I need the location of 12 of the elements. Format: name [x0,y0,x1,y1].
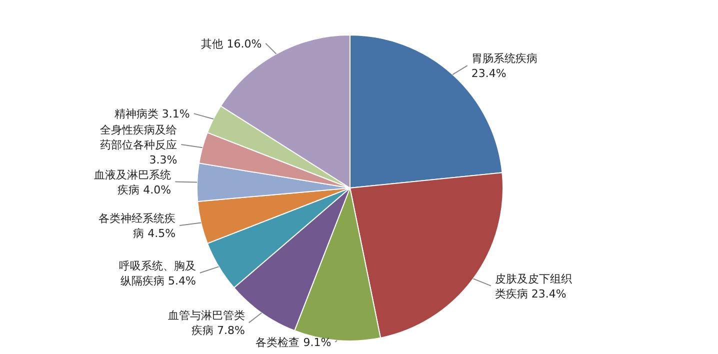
slice-label: 其他 16.0% [201,37,262,50]
slice-label: 胃肠系统疾病 [471,52,538,66]
slice-label: 血液及淋巴系统疾病 4.0% [94,168,172,196]
slice-label: 呼吸系统、胸及纵隔疾病 5.4% [118,259,196,288]
slice-label: 血管与淋巴管类疾病 7.8% [168,309,245,338]
slice-label: 皮肤及皮下组织类疾病 23.4% [494,272,572,300]
slice-label: 全身性疾病及给药部位各种反应 [100,123,178,152]
data-label: 23.4% [471,67,506,80]
slice-label: 各类神经系统疾病 4.5% [98,212,176,240]
data-label: 3.3% [149,153,178,166]
slice-label: 各类检查 9.1% [256,336,332,349]
slice-label: 精神病类 3.1% [114,108,190,121]
